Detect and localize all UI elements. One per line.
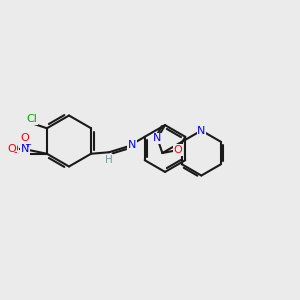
Text: +: + <box>25 140 32 148</box>
Text: N: N <box>153 134 161 143</box>
Text: N: N <box>128 140 136 150</box>
Text: O: O <box>8 144 16 154</box>
Text: Cl: Cl <box>26 114 38 124</box>
Text: O: O <box>10 144 18 154</box>
Text: H: H <box>105 155 113 165</box>
Text: N: N <box>197 125 206 136</box>
Text: -: - <box>13 147 16 157</box>
Text: O: O <box>21 133 29 143</box>
Text: N: N <box>21 144 29 154</box>
Text: N: N <box>21 144 29 154</box>
Text: O: O <box>173 145 182 155</box>
